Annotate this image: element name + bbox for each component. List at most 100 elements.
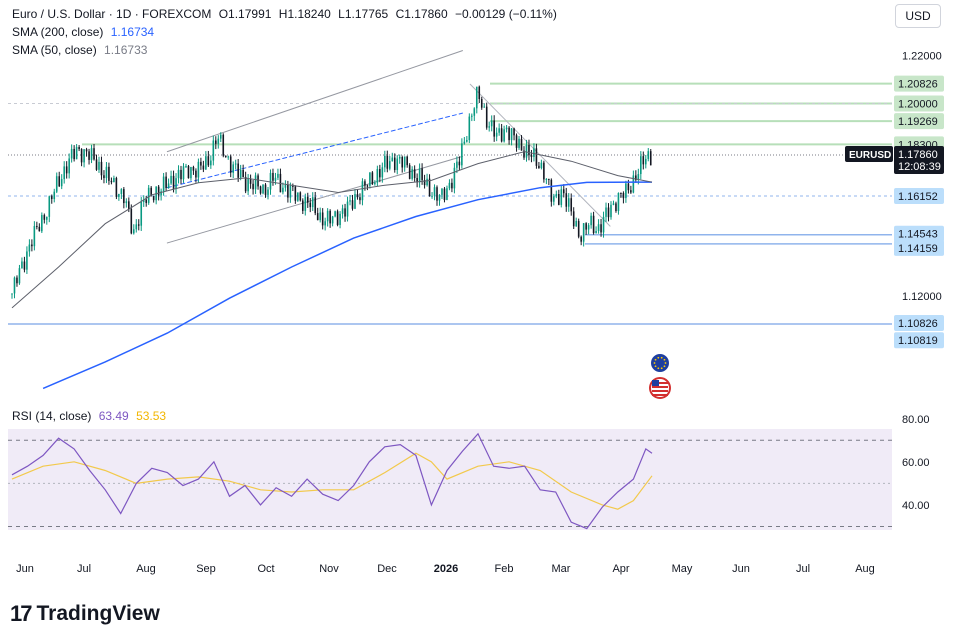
candle-body [128, 201, 130, 210]
eu-flag-star [660, 356, 663, 359]
eu-flag-circle [649, 352, 671, 374]
candle-body [210, 160, 212, 166]
candle-body [63, 166, 65, 180]
candle-body [493, 120, 495, 137]
candle-body [607, 207, 610, 218]
eu-flag-star [654, 358, 657, 361]
candle-body [346, 201, 349, 217]
candle-body [513, 128, 515, 136]
candle-body [247, 179, 249, 192]
candle-body [282, 187, 284, 193]
tradingview-logo[interactable]: 17 TradingView [10, 601, 160, 627]
support-label: 1.10819 [898, 335, 938, 347]
candle-body [16, 277, 18, 284]
sma200-value: 1.16734 [110, 25, 155, 39]
candle-body [369, 172, 371, 186]
candle-body [520, 138, 523, 151]
us-flag-stripe [652, 390, 668, 392]
candle-body [237, 163, 239, 178]
candle-body [543, 162, 545, 180]
rsi-tick-label: 40.00 [902, 500, 930, 512]
price-tick-label: 1.22000 [902, 50, 942, 62]
symbol-title: Euro / U.S. Dollar · 1D · FOREXCOM [12, 7, 212, 21]
candle-body [68, 158, 70, 174]
candle-body [471, 115, 473, 117]
channel-upper-line [166, 50, 463, 153]
candle-body [175, 178, 177, 190]
candle-body [523, 150, 525, 158]
ohlc-high: H1.18240 [278, 7, 331, 21]
candle-body [530, 155, 533, 157]
candle-body [257, 175, 259, 187]
candle-body [443, 188, 446, 200]
candle-body [642, 156, 645, 165]
last-price-box [894, 145, 944, 174]
candle-body [274, 177, 277, 181]
candle-body [284, 184, 287, 188]
candle-body [485, 106, 488, 128]
candle-body [13, 277, 16, 294]
candle-body [505, 127, 508, 130]
candle-body [180, 169, 182, 180]
candle-body [142, 199, 145, 202]
time-axis-label: Jul [796, 563, 810, 575]
candle-body [625, 183, 627, 199]
candle-body [224, 155, 227, 158]
candle-body [83, 149, 85, 163]
candle-body [172, 175, 175, 190]
candle-body [41, 215, 43, 232]
rsi-tick-label: 80.00 [902, 414, 930, 426]
candle-body [630, 190, 632, 193]
candle-body [31, 244, 33, 247]
candle-body [95, 159, 98, 170]
candle-body [453, 167, 456, 189]
candle-body [490, 120, 493, 127]
candle-body [21, 261, 23, 269]
candle-body [277, 173, 279, 178]
candle-body [170, 175, 172, 184]
candle-body [473, 108, 476, 116]
candle-body [309, 202, 312, 208]
candle-body [466, 140, 468, 142]
ohlc-close: C1.17860 [395, 7, 448, 21]
candle-body [331, 216, 334, 224]
support-label-box [894, 332, 944, 349]
candle-body [23, 261, 26, 270]
us-flag-stripe [652, 386, 668, 388]
last-price-label: 1.17860 [898, 149, 938, 161]
candle-body [649, 151, 652, 166]
candle-body [262, 184, 264, 194]
rsi-legend[interactable]: RSI (14, close) 63.49 53.53 [12, 409, 170, 423]
candle-body [28, 244, 31, 252]
candle-body [570, 198, 573, 212]
candle-body [384, 155, 386, 168]
channel-mid-line [166, 112, 463, 189]
candle-body [577, 220, 580, 237]
currency-button[interactable]: USD [895, 4, 941, 28]
sma200-legend[interactable]: SMA (200, close) 1.16734 [12, 25, 158, 39]
candle-body [244, 176, 247, 192]
candle-body [160, 191, 162, 196]
candle-body [135, 224, 138, 230]
candle-body [197, 161, 200, 178]
candle-body [207, 156, 210, 166]
candle-body [299, 192, 302, 201]
candle-body [423, 180, 426, 186]
candle-body [545, 178, 548, 180]
symbol-tag-box [845, 145, 893, 162]
candle-body [344, 208, 346, 217]
candle-body [113, 178, 115, 183]
candle-body [60, 179, 63, 187]
candle-body [644, 158, 647, 165]
candle-body [398, 157, 401, 159]
candle-body [451, 182, 453, 189]
candle-body [326, 210, 329, 222]
resistance-label: 1.20000 [898, 99, 938, 111]
candle-body [115, 178, 118, 197]
candle-body [406, 156, 408, 166]
candle-body [515, 135, 518, 148]
sma50-legend[interactable]: SMA (50, close) 1.16733 [12, 43, 151, 57]
support-label: 1.14543 [898, 229, 938, 241]
candle-body [381, 167, 384, 178]
